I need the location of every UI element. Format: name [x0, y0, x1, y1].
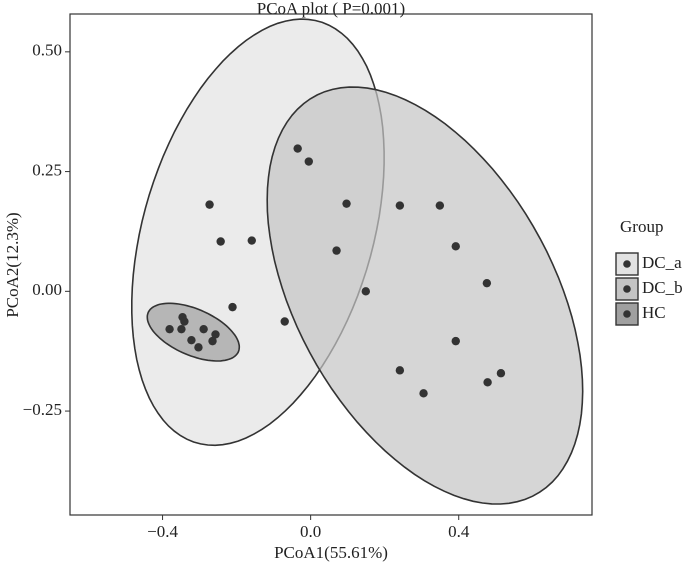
plot-frame — [69, 13, 593, 516]
point — [361, 287, 370, 296]
confidence-ellipse — [266, 86, 584, 505]
point — [194, 343, 203, 352]
point — [332, 246, 341, 255]
point — [451, 336, 460, 346]
chart-title: PCoA plot ( P=0.001) — [257, 0, 405, 18]
point — [483, 378, 492, 387]
legend-title: Group — [620, 217, 663, 236]
point — [451, 242, 460, 251]
x-tick-label: −0.4 — [147, 522, 178, 541]
confidence-ellipse — [146, 302, 241, 362]
point — [228, 302, 237, 312]
y-tick-label: 0.50 — [32, 41, 62, 60]
legend-label: DC_a — [642, 253, 682, 272]
point — [199, 324, 208, 334]
point — [496, 369, 506, 378]
y-tick-label: 0.25 — [32, 160, 62, 179]
point — [395, 366, 405, 375]
y-axis-label: PCoA2(12.3%) — [3, 212, 22, 317]
point — [435, 201, 445, 210]
legend-dot — [623, 260, 631, 268]
point — [165, 324, 174, 334]
point — [419, 389, 428, 398]
legend-dot — [623, 310, 631, 318]
point — [395, 201, 405, 210]
x-tick-label: 0.4 — [448, 522, 470, 541]
x-tick-label: 0.0 — [300, 522, 321, 541]
point — [180, 317, 189, 326]
point — [187, 335, 196, 345]
legend-dot — [623, 285, 631, 293]
point — [216, 237, 225, 246]
point — [205, 200, 214, 209]
point — [482, 278, 492, 288]
point — [280, 317, 289, 326]
point — [304, 157, 313, 166]
legend-label: HC — [642, 303, 666, 322]
y-tick-label: 0.00 — [32, 280, 62, 299]
point — [247, 236, 256, 245]
point — [293, 144, 302, 153]
point — [208, 336, 217, 346]
y-tick-label: −0.25 — [23, 400, 62, 419]
point — [211, 330, 220, 339]
legend-label: DC_b — [642, 278, 683, 297]
point — [342, 199, 351, 208]
x-axis-label: PCoA1(55.61%) — [274, 543, 388, 562]
point — [177, 324, 186, 334]
